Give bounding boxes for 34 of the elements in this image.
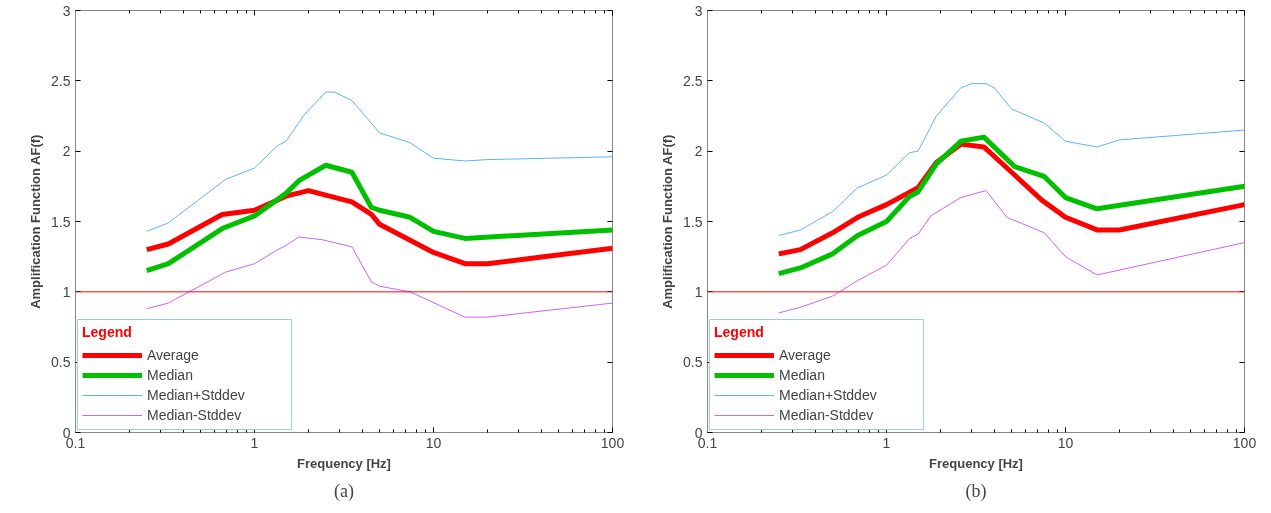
- legend-title: Legend: [82, 324, 133, 340]
- x-tick-label: 10: [425, 434, 442, 451]
- x-tick-label: 100: [1232, 434, 1257, 451]
- x-axis-title: Frequency [Hz]: [929, 455, 1023, 471]
- legend-title: Legend: [714, 324, 765, 340]
- x-axis-title: Frequency [Hz]: [297, 455, 391, 471]
- x-tick-label: 1: [250, 434, 259, 451]
- legend-label: Median: [147, 367, 194, 383]
- legend-label: Median-Stddev: [779, 407, 875, 423]
- text: (a): [334, 480, 354, 502]
- y-axis-title: Amplification Function AF(f): [28, 134, 44, 309]
- legend-label: Average: [147, 347, 200, 363]
- y-tick-label: 1: [694, 283, 703, 300]
- legend-label: Median+Stddev: [147, 387, 246, 403]
- legend-label: Median-Stddev: [147, 407, 243, 423]
- legend-label: Median: [779, 367, 826, 383]
- y-tick-label: 2.5: [683, 72, 703, 89]
- y-tick-label: 2: [694, 143, 703, 160]
- x-tick-label: 100: [600, 434, 625, 451]
- x-tick-label: 1: [882, 434, 891, 451]
- y-tick-label: 3: [62, 2, 71, 19]
- y-tick-label: 1.5: [51, 213, 71, 230]
- y-tick-label: 2.5: [51, 72, 71, 89]
- y-tick-label: 2: [62, 143, 71, 160]
- y-axis-title: Amplification Function AF(f): [660, 134, 676, 309]
- x-tick-label: 10: [1057, 434, 1074, 451]
- y-tick-label: 1.5: [683, 213, 703, 230]
- legend-label: Median+Stddev: [779, 387, 878, 403]
- y-tick-label: 3: [694, 2, 703, 19]
- y-tick-label: 0.5: [683, 354, 703, 371]
- y-tick-label: 1: [62, 283, 71, 300]
- y-tick-label: 0.5: [51, 354, 71, 371]
- text: (b): [965, 480, 987, 502]
- legend-label: Average: [779, 347, 832, 363]
